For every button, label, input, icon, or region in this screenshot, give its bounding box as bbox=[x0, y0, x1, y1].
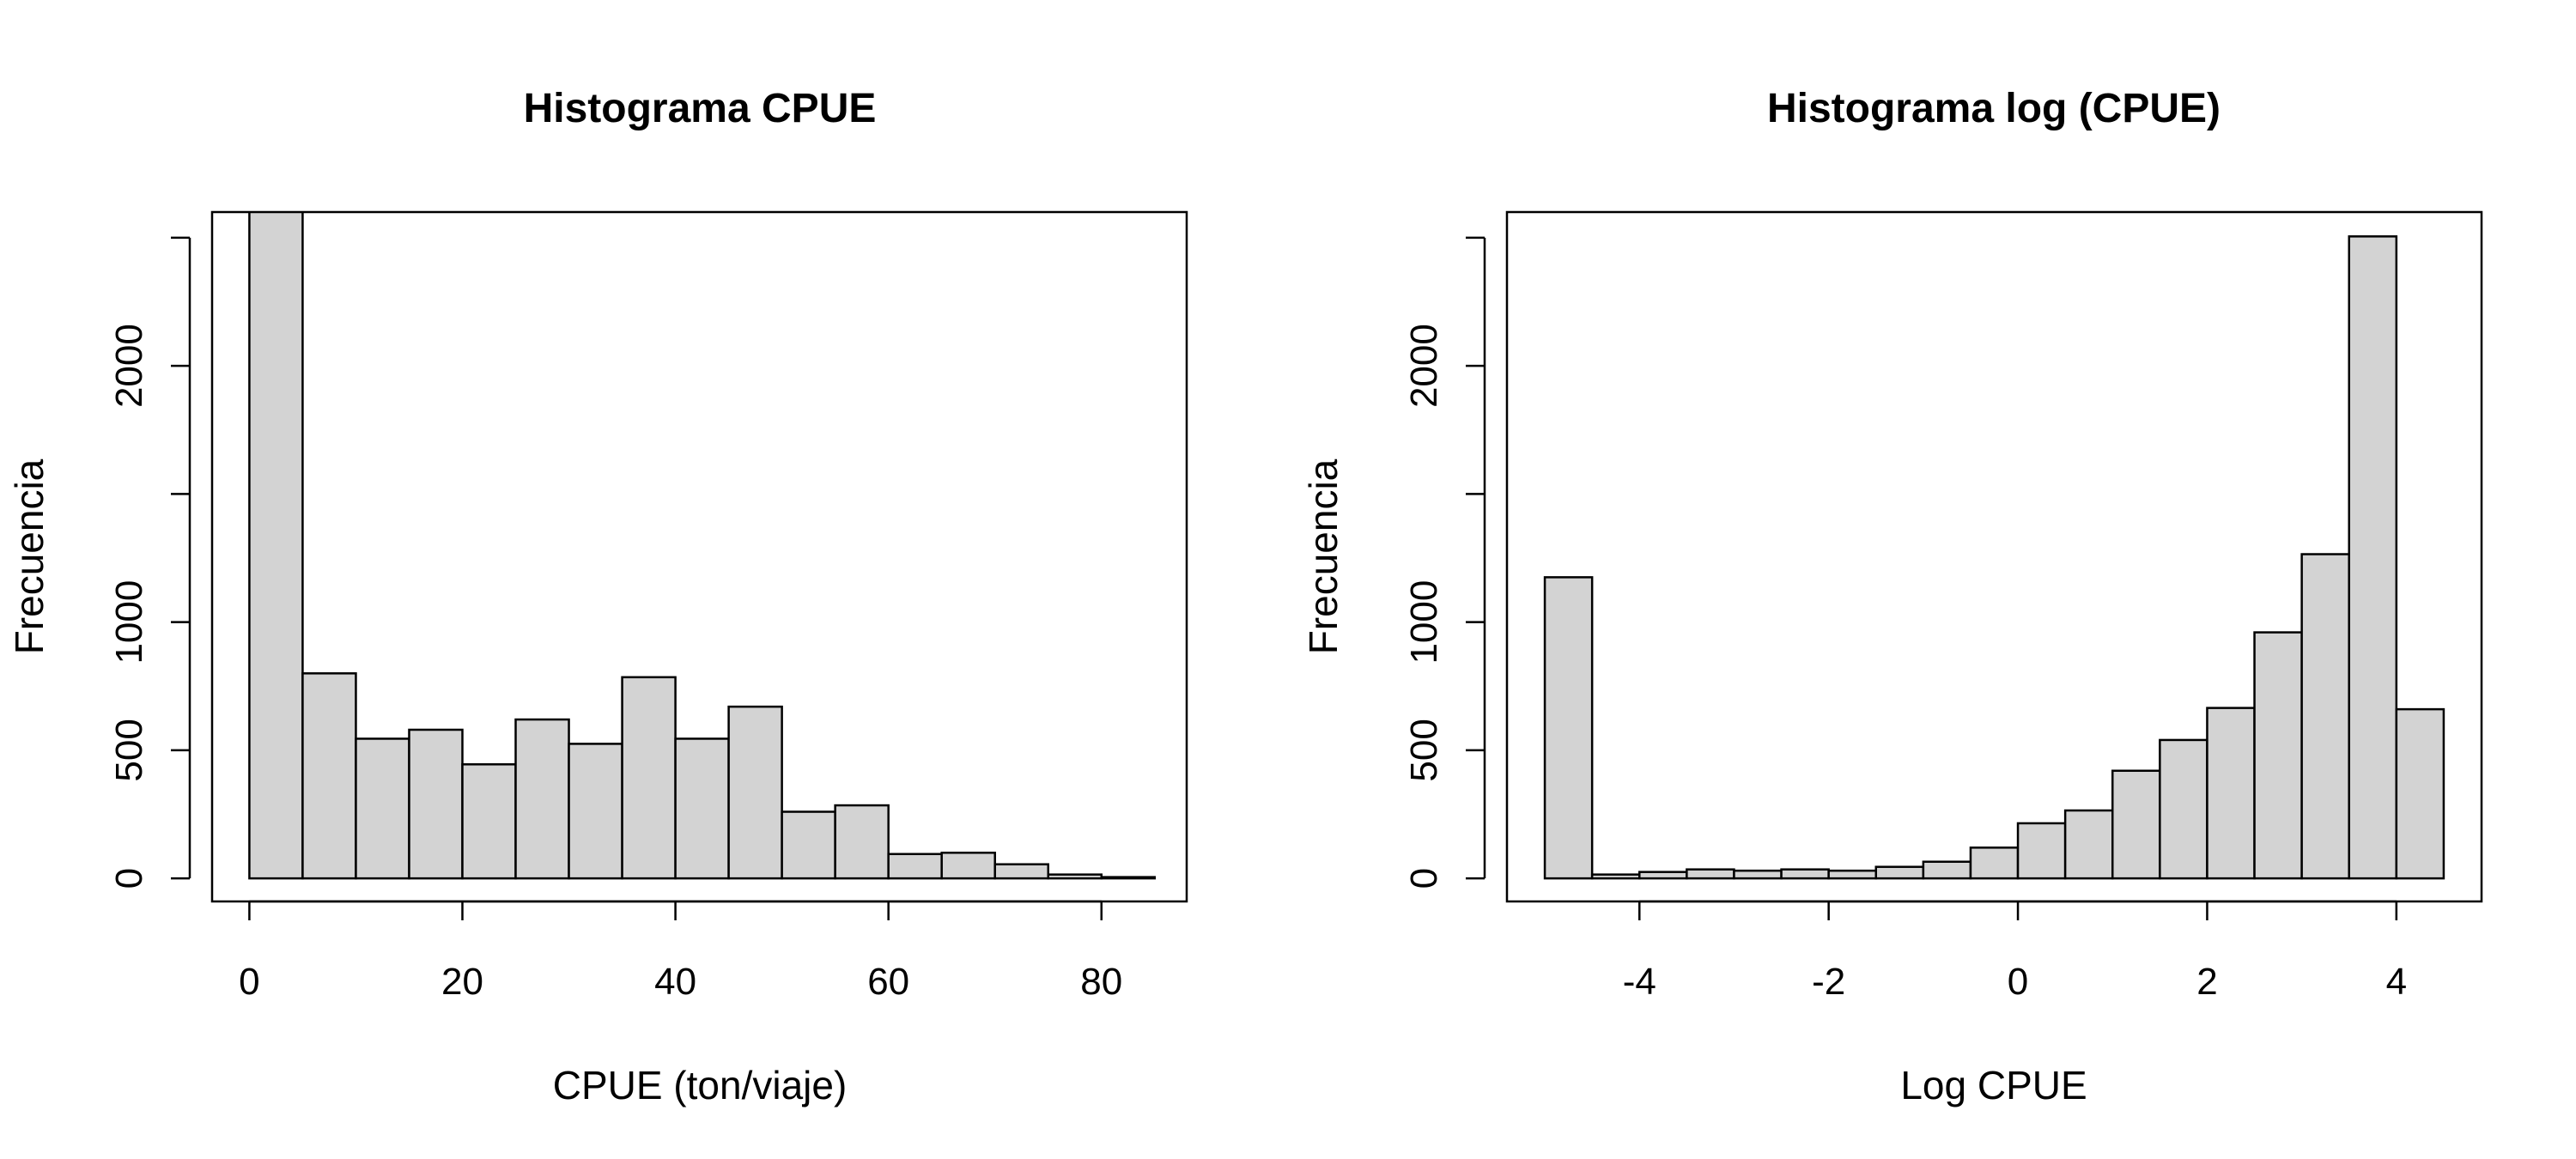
y-tick-label: 500 bbox=[1403, 719, 1445, 781]
y-tick-label: 0 bbox=[1403, 868, 1445, 889]
x-tick-label: 4 bbox=[2386, 961, 2407, 1003]
histogram-bar bbox=[2253, 631, 2303, 880]
histogram-bar bbox=[887, 853, 943, 880]
histogram-bar bbox=[514, 718, 570, 880]
histogram-bar bbox=[1543, 576, 1594, 880]
histogram-bar bbox=[1969, 846, 2020, 880]
histogram-bar bbox=[355, 737, 410, 880]
histogram-bar bbox=[2111, 769, 2161, 880]
histogram-bar bbox=[993, 863, 1049, 880]
histogram-bar bbox=[1827, 869, 1878, 880]
chart-title: Histograma CPUE bbox=[524, 86, 877, 131]
bars bbox=[1543, 235, 2445, 880]
histogram-bar bbox=[408, 728, 464, 880]
y-tick-label: 2000 bbox=[1403, 324, 1445, 408]
x-tick-label: 80 bbox=[1080, 961, 1122, 1003]
y-tick-label: 2000 bbox=[108, 324, 150, 408]
y-tick-label: 1000 bbox=[1403, 580, 1445, 664]
y-tick-label: 1000 bbox=[108, 580, 150, 664]
y-axis-label: Frecuencia bbox=[1301, 458, 1346, 654]
histogram-bar bbox=[568, 743, 623, 880]
histogram-bar bbox=[1100, 876, 1157, 880]
y-tick-label: 500 bbox=[108, 719, 150, 781]
histogram-bar bbox=[1922, 860, 1972, 880]
x-tick-label: 40 bbox=[654, 961, 696, 1003]
y-tick-label: 0 bbox=[108, 868, 150, 889]
histogram-bar bbox=[940, 852, 996, 880]
x-tick-label: 60 bbox=[867, 961, 909, 1003]
bars bbox=[248, 212, 1157, 880]
x-tick-label: 20 bbox=[441, 961, 483, 1003]
histogram-bar bbox=[248, 212, 304, 880]
histogram-bar bbox=[1874, 865, 1925, 880]
histogram-bar bbox=[727, 705, 783, 880]
histogram-bar bbox=[781, 810, 836, 880]
histogram-bar bbox=[2159, 738, 2208, 880]
x-tick-label: -2 bbox=[1812, 961, 1845, 1003]
histogram-bar bbox=[674, 737, 730, 880]
x-tick-label: 0 bbox=[239, 961, 259, 1003]
histogram-bar bbox=[2016, 822, 2067, 880]
histogram-bar bbox=[2063, 809, 2114, 880]
chart-title: Histograma log (CPUE) bbox=[1767, 86, 2221, 131]
x-axis-label: CPUE (ton/viaje) bbox=[553, 1063, 848, 1107]
histogram-bar bbox=[621, 676, 677, 880]
histogram-bar bbox=[301, 672, 357, 880]
histogram-bar bbox=[461, 763, 517, 880]
histogram-bar bbox=[2395, 707, 2445, 880]
x-tick-label: 0 bbox=[2008, 961, 2028, 1003]
histogram-bar bbox=[834, 804, 890, 880]
histogram-bar bbox=[1047, 873, 1103, 880]
histogram-bar bbox=[1780, 868, 1830, 880]
histogram-bar bbox=[2300, 553, 2350, 880]
histogram-bar bbox=[2348, 235, 2398, 880]
chart-1: 0 20 40 60 80 0 500 1000 2000 Histograma CPUE CPUE… bbox=[7, 86, 1188, 1107]
histogram-bar bbox=[1590, 873, 1641, 880]
histogram-bar bbox=[1686, 868, 1735, 880]
histogram-bar bbox=[2206, 707, 2256, 880]
x-tick-label: -4 bbox=[1623, 961, 1656, 1003]
histogram-bar bbox=[1638, 871, 1688, 880]
chart-2: -4 -2 0 2 4 0 500 1000 2000 Histograma log (CPUE)… bbox=[1301, 86, 2483, 1107]
x-tick-label: 2 bbox=[2196, 961, 2217, 1003]
y-axis-label: Frecuencia bbox=[7, 458, 52, 654]
histogram-bar bbox=[1733, 869, 1783, 880]
x-axis-label: Log CPUE bbox=[1900, 1063, 2087, 1107]
